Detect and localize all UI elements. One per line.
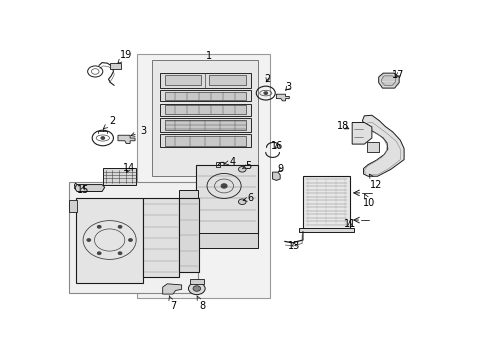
- Text: 11: 11: [343, 219, 355, 229]
- Polygon shape: [159, 104, 250, 116]
- Text: 9: 9: [277, 164, 284, 174]
- Polygon shape: [74, 185, 104, 192]
- Polygon shape: [164, 105, 245, 114]
- Polygon shape: [299, 228, 353, 232]
- Text: 14: 14: [122, 163, 134, 174]
- Polygon shape: [76, 198, 142, 283]
- Text: 3: 3: [285, 82, 291, 92]
- Polygon shape: [159, 118, 250, 132]
- Text: 6: 6: [243, 193, 253, 203]
- Text: 7: 7: [168, 296, 176, 311]
- Polygon shape: [362, 115, 403, 176]
- Polygon shape: [195, 233, 258, 248]
- Circle shape: [101, 136, 104, 139]
- Text: 18: 18: [337, 121, 349, 131]
- Text: 16: 16: [270, 141, 283, 151]
- Circle shape: [118, 225, 122, 228]
- Circle shape: [87, 239, 90, 242]
- Text: 3: 3: [131, 126, 146, 136]
- Text: 10: 10: [362, 194, 374, 208]
- Circle shape: [128, 239, 132, 242]
- Text: 8: 8: [197, 296, 205, 311]
- Circle shape: [221, 184, 226, 188]
- Text: 12: 12: [368, 174, 382, 190]
- Polygon shape: [159, 134, 250, 148]
- Polygon shape: [142, 198, 178, 278]
- Polygon shape: [159, 73, 250, 87]
- Text: 15: 15: [77, 185, 89, 194]
- Circle shape: [118, 252, 122, 255]
- Polygon shape: [164, 92, 245, 100]
- Circle shape: [97, 252, 101, 255]
- Text: 13: 13: [287, 241, 300, 251]
- Polygon shape: [102, 168, 136, 185]
- Polygon shape: [159, 90, 250, 102]
- Text: 2: 2: [103, 116, 115, 129]
- Text: 4: 4: [224, 157, 235, 167]
- Text: 1: 1: [205, 51, 212, 61]
- Polygon shape: [272, 172, 280, 180]
- Text: 19: 19: [118, 50, 132, 63]
- Polygon shape: [68, 200, 77, 212]
- Circle shape: [193, 286, 200, 291]
- Polygon shape: [164, 136, 245, 146]
- Polygon shape: [164, 75, 201, 85]
- Polygon shape: [68, 182, 197, 293]
- Text: 17: 17: [391, 70, 403, 80]
- Polygon shape: [189, 279, 203, 284]
- Circle shape: [238, 199, 245, 204]
- Polygon shape: [152, 60, 258, 176]
- Polygon shape: [164, 120, 245, 130]
- Polygon shape: [178, 198, 199, 272]
- Polygon shape: [110, 63, 121, 69]
- Polygon shape: [195, 165, 258, 234]
- Circle shape: [188, 283, 205, 294]
- Polygon shape: [366, 141, 379, 152]
- Text: 2: 2: [264, 74, 270, 84]
- Polygon shape: [178, 190, 197, 207]
- Polygon shape: [378, 73, 398, 88]
- Polygon shape: [118, 135, 135, 144]
- Text: 5: 5: [242, 161, 251, 171]
- Polygon shape: [208, 75, 245, 85]
- Polygon shape: [276, 94, 289, 101]
- Circle shape: [264, 92, 267, 94]
- Polygon shape: [351, 122, 371, 144]
- Circle shape: [238, 167, 245, 172]
- Polygon shape: [302, 176, 349, 229]
- Circle shape: [97, 225, 101, 228]
- Polygon shape: [163, 284, 181, 294]
- Polygon shape: [137, 54, 269, 298]
